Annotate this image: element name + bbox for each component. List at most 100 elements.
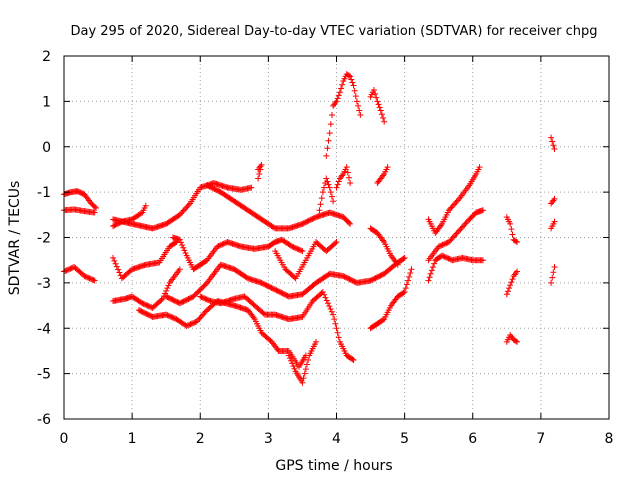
data-point [370,87,377,94]
data-point [335,178,342,185]
data-point [201,309,208,316]
data-point [551,218,558,225]
data-point [332,320,339,327]
data-point [344,169,351,176]
data-point [191,319,198,326]
y-tick-label: -6 [37,412,51,428]
y-tick-label: -4 [37,321,51,337]
data-point [335,92,342,99]
data-point [327,121,334,128]
data-point [218,241,225,248]
data-point [165,312,172,319]
data-point [408,266,415,273]
data-point [289,243,296,250]
data-point [348,76,355,83]
data-point [448,236,455,243]
data-point [111,257,118,264]
data-point [163,287,170,294]
data-point [291,274,298,281]
data-point [339,81,346,88]
data-point [330,311,337,318]
data-point [461,222,468,229]
data-point [334,95,341,102]
data-point [446,256,453,263]
data-point [479,257,486,264]
data-point [456,227,463,234]
data-point [182,250,189,257]
data-point [440,253,447,260]
data-point [289,360,296,367]
data-point [298,247,305,254]
y-tick-label: 0 [42,140,51,156]
data-point [91,277,98,284]
data-point [184,322,191,329]
y-tick-label: -1 [37,185,51,201]
data-point [394,261,401,268]
data-point [331,316,338,323]
data-point [442,240,449,247]
data-point [551,195,558,202]
data-point [186,321,193,328]
data-point [163,311,170,318]
data-point [452,200,459,207]
data-point [459,223,466,230]
grid [64,56,609,419]
data-point [327,305,334,312]
data-point [345,72,352,79]
data-point [403,281,410,288]
data-point [406,273,413,280]
data-point [200,311,207,318]
data-point [479,207,486,214]
data-point [305,357,312,364]
data-point [313,338,320,345]
data-point [181,247,188,254]
data-point [181,206,188,213]
data-point [349,79,356,86]
data-point [324,145,331,152]
data-point [167,313,174,320]
data-point [448,204,455,211]
data-point [142,202,149,209]
data-point [322,294,329,301]
data-point [328,111,335,118]
data-point [177,239,184,246]
data-point [198,312,205,319]
data-point [338,85,345,92]
x-tick-label: 3 [264,431,273,447]
data-point [67,265,74,272]
data-point [90,277,97,284]
y-tick-label: -5 [37,367,51,383]
data-point [183,322,190,329]
data-point [326,303,333,310]
data-point [452,231,459,238]
data-point [509,231,516,238]
data-point [319,189,326,196]
data-point [141,301,148,308]
data-point [66,266,73,273]
data-point [199,294,206,301]
data-point [376,104,383,111]
data-point [256,170,263,177]
data-point [93,205,100,212]
data-point [112,260,119,267]
data-point [428,267,435,274]
data-point [110,223,117,230]
data-point [288,357,295,364]
data-point [378,111,385,118]
data-point [508,226,515,233]
data-point [176,236,183,243]
data-point [508,279,515,286]
data-point [206,297,213,304]
y-tick-label: 2 [42,49,51,65]
data-point [325,137,332,144]
data-point [333,239,340,246]
data-point [445,207,452,214]
data-point [514,239,521,246]
data-point [91,203,98,210]
y-tick-label: -2 [37,231,51,247]
data-point [352,93,359,100]
data-point [202,308,209,315]
data-point [328,193,335,200]
data-point [351,87,358,94]
